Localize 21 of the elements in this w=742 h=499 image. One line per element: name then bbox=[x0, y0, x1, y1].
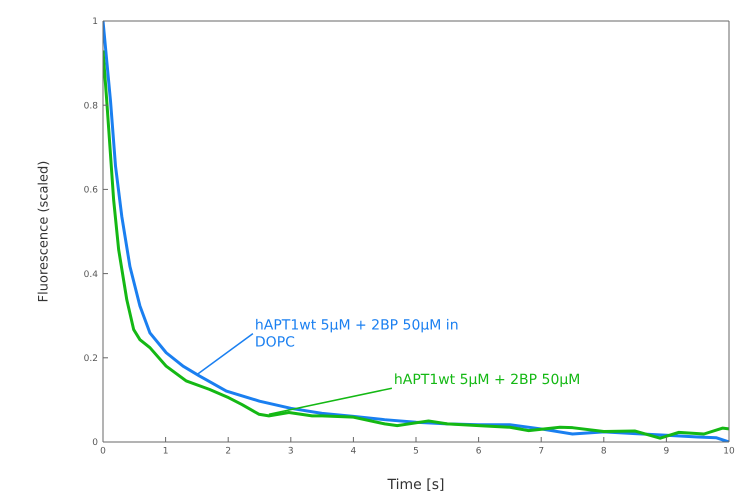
y-tick-label: 0 bbox=[92, 438, 98, 448]
x-tick-label: 5 bbox=[413, 446, 419, 456]
x-tick-label: 6 bbox=[476, 446, 482, 456]
x-tick-label: 2 bbox=[225, 446, 232, 456]
y-tick-label: 0.8 bbox=[84, 101, 98, 112]
y-tick-label: 1 bbox=[92, 17, 98, 28]
x-tick-label: 9 bbox=[664, 446, 670, 456]
x-tick-label: 10 bbox=[723, 446, 735, 456]
x-tick-label: 0 bbox=[100, 446, 106, 456]
annotation: hAPT1wt 5µM + 2BP 50µM bbox=[394, 372, 580, 388]
x-axis-title: Time [s] bbox=[386, 477, 444, 493]
x-tick-label: 4 bbox=[350, 446, 357, 456]
x-tick-label: 1 bbox=[162, 446, 168, 456]
x-tick-label: 3 bbox=[288, 446, 294, 456]
y-axis-title: Fluorescence (scaled) bbox=[36, 160, 52, 302]
y-tick-label: 0.4 bbox=[84, 270, 98, 280]
x-tick-label: 7 bbox=[538, 446, 544, 456]
x-tick-label: 8 bbox=[600, 446, 607, 456]
y-tick-label: 0.2 bbox=[84, 354, 98, 364]
annotation: hAPT1wt 5µM + 2BP 50µM in DOPC bbox=[254, 318, 459, 351]
y-tick-label: 0.6 bbox=[84, 186, 98, 196]
